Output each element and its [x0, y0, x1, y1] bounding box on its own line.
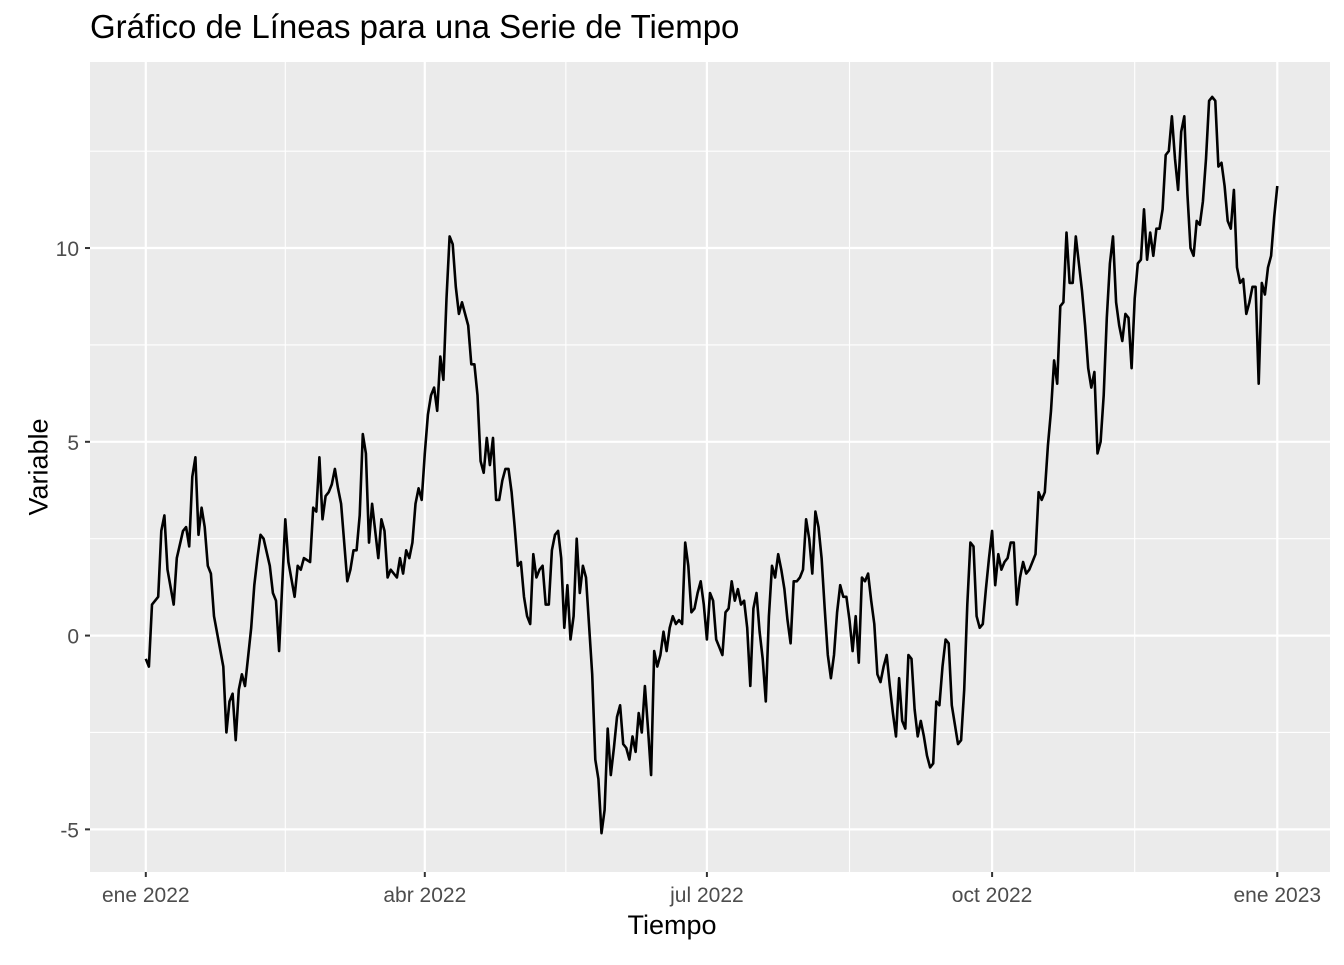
x-tick-label: abr 2022 — [383, 884, 466, 907]
x-tick-label: ene 2023 — [1234, 884, 1322, 907]
y-axis-label: Variable — [23, 418, 54, 516]
minor-gridlines — [90, 62, 1330, 872]
y-tick-label: -5 — [60, 819, 79, 842]
x-tick-label: jul 2022 — [669, 884, 744, 907]
chart-title: Gráfico de Líneas para una Serie de Tiem… — [90, 8, 740, 45]
x-tick-label: oct 2022 — [952, 884, 1033, 907]
y-tick-label: 0 — [67, 626, 79, 649]
y-tick-label: 5 — [67, 432, 79, 455]
x-tick-label: ene 2022 — [102, 884, 190, 907]
x-axis-label: Tiempo — [627, 910, 717, 940]
y-axis: -5 0 5 10 — [56, 238, 90, 842]
x-axis: ene 2022 abr 2022 jul 2022 oct 2022 ene 2023 — [102, 872, 1321, 907]
y-tick-label: 10 — [56, 238, 79, 261]
plot-panel — [90, 62, 1330, 872]
series-line — [144, 95, 1279, 835]
